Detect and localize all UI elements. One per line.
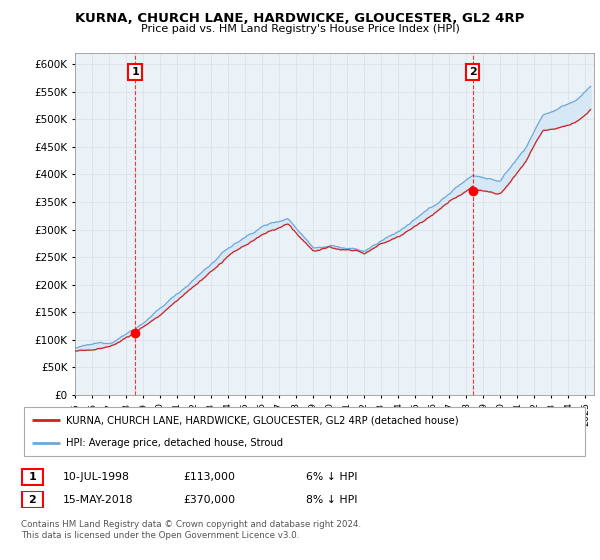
- Text: 2: 2: [469, 67, 476, 77]
- Text: 6% ↓ HPI: 6% ↓ HPI: [306, 472, 358, 482]
- Text: 15-MAY-2018: 15-MAY-2018: [63, 494, 133, 505]
- Text: £113,000: £113,000: [183, 472, 235, 482]
- Text: 2: 2: [29, 494, 36, 505]
- Text: HPI: Average price, detached house, Stroud: HPI: Average price, detached house, Stro…: [66, 438, 283, 448]
- Text: KURNA, CHURCH LANE, HARDWICKE, GLOUCESTER, GL2 4RP (detached house): KURNA, CHURCH LANE, HARDWICKE, GLOUCESTE…: [66, 416, 459, 426]
- Text: Contains HM Land Registry data © Crown copyright and database right 2024.
This d: Contains HM Land Registry data © Crown c…: [21, 520, 361, 540]
- Text: £370,000: £370,000: [183, 494, 235, 505]
- Text: KURNA, CHURCH LANE, HARDWICKE, GLOUCESTER, GL2 4RP: KURNA, CHURCH LANE, HARDWICKE, GLOUCESTE…: [76, 12, 524, 25]
- Text: Price paid vs. HM Land Registry's House Price Index (HPI): Price paid vs. HM Land Registry's House …: [140, 24, 460, 34]
- Text: 1: 1: [131, 67, 139, 77]
- Text: 10-JUL-1998: 10-JUL-1998: [63, 472, 130, 482]
- Text: 8% ↓ HPI: 8% ↓ HPI: [306, 494, 358, 505]
- Text: 1: 1: [29, 472, 36, 482]
